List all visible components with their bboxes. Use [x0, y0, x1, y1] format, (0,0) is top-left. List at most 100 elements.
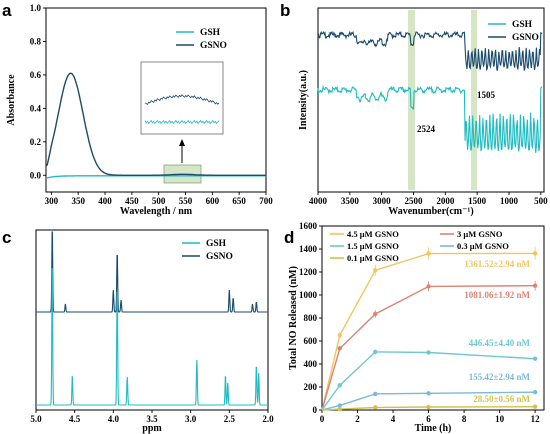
data-point — [337, 406, 342, 412]
panel-a-legend-gsh: GSH — [200, 28, 221, 38]
data-point — [337, 403, 342, 408]
series-gsh — [36, 268, 268, 406]
panel-a-lines — [46, 72, 266, 179]
panel-d: d 0 2 4 6 8 10 12 0 200 400 600 800 1000 1200 1400 1600… — [284, 221, 545, 434]
panel-b-xtick-label: 3000 — [373, 196, 392, 206]
panel-b-legend-gsno: GSNO — [512, 33, 539, 43]
annotation-0-1: 28.50±0.56 nM — [473, 394, 530, 404]
data-point — [532, 389, 538, 395]
panel-c-xtick-label: 4.0 — [108, 414, 120, 424]
series-gsno — [36, 231, 268, 313]
annotation-3: 1081.06±1.92 nM — [464, 290, 530, 300]
data-point — [337, 333, 342, 338]
series-gsno — [46, 72, 266, 176]
panel-b-xtick-label: 4000 — [309, 196, 328, 206]
panel-b-xtick-label: 2000 — [436, 196, 455, 206]
panel-d-legend: 4.5 μM GSNO 3 μM GSNO 1.5 μM GSNO 0.3 μM… — [330, 229, 509, 263]
panel-c-legend-gsh: GSH — [206, 239, 227, 249]
panel-c-letter: c — [2, 228, 11, 247]
data-point — [426, 404, 431, 410]
panel-a-xtick-label: 650 — [232, 196, 246, 206]
panel-c-xtick-label: 4.5 — [69, 414, 81, 424]
data-point — [337, 346, 342, 351]
annotation-1-5: 446.45±4.40 nM — [469, 338, 531, 348]
panel-b-letter: b — [280, 1, 290, 20]
panel-a-ytick-label: 0.4 — [30, 103, 42, 113]
panel-d-xtick-label: 6 — [426, 414, 431, 424]
panel-d-ytick-label: 1600 — [299, 221, 318, 231]
panel-b-ylabel: Intensity(a.u.) — [298, 70, 309, 130]
panel-b-band-2524 — [408, 10, 415, 190]
panel-d-ticks: 0 2 4 6 8 10 12 0 200 400 600 800 1000 1200 1400 1600 — [299, 221, 540, 424]
panel-a-xtick-label: 550 — [179, 196, 193, 206]
panel-a-inset — [140, 61, 224, 135]
panel-a-xtick-label: 400 — [98, 196, 112, 206]
panel-d-xtick-label: 4 — [391, 414, 396, 424]
panel-a-ytick-label: 0.2 — [30, 137, 42, 147]
panel-c-axes — [35, 229, 269, 411]
panel-a-inset-lines — [144, 94, 220, 125]
data-point — [532, 251, 538, 256]
panel-c-xtick-label: 2.5 — [224, 414, 236, 424]
panel-d-letter: d — [284, 228, 294, 247]
data-point — [532, 404, 538, 409]
panel-a-ytick-label: 0.0 — [30, 170, 42, 180]
panel-c-xlabel: ppm — [142, 423, 162, 434]
legend-4-5: 4.5 μM GSNO — [347, 229, 399, 239]
panel-a-ticks: 300 350 400 450 500 550 600 650 700 0.0 0.2 0.4 0.6 0… — [30, 3, 274, 206]
data-point — [373, 268, 378, 273]
panel-c-ticks: 5.0 4.5 4.0 3.5 3.0 2.5 2.0 — [30, 410, 274, 424]
panel-b-xlabel: Wavenumber(cm⁻¹) — [388, 206, 473, 217]
data-point — [373, 391, 378, 397]
panel-b-legend-gsh: GSH — [512, 20, 533, 30]
series-gsh — [317, 85, 543, 153]
panel-b-lines — [317, 30, 543, 153]
panel-a-ylabel: Absorbance — [6, 74, 17, 126]
panel-a-ytick-label: 1.0 — [30, 3, 42, 13]
panel-b-peak-2524: 2524 — [417, 124, 436, 134]
data-point — [532, 356, 538, 361]
data-point — [426, 251, 431, 256]
panel-b-axes — [317, 7, 545, 193]
data-point — [373, 405, 378, 410]
inset-series-gsno — [144, 94, 220, 105]
panel-d-xtick-label: 2 — [355, 414, 360, 424]
panel-b-ticks: 4000 3500 3000 2500 2000 1500 1000 500 — [309, 192, 548, 206]
annotation-4-5: 1361.52±2.94 nM — [464, 259, 530, 269]
legend-0-1: 0.1 μM GSNO — [347, 253, 399, 263]
panel-a-xtick-label: 350 — [71, 196, 85, 206]
panel-b-band-1505 — [471, 10, 477, 190]
panel-d-ytick-label: 400 — [304, 359, 318, 369]
panel-a-axes — [45, 7, 267, 193]
panel-d-xlabel: Time (h) — [415, 423, 452, 434]
panel-d-lines — [321, 247, 538, 412]
panel-c-xtick-label: 3.5 — [146, 414, 158, 424]
panel-a-arrow-icon — [179, 139, 185, 146]
panel-d-ytick-label: 800 — [304, 313, 318, 323]
panel-c-lines — [36, 231, 268, 406]
data-point — [426, 350, 431, 355]
series-line-0 — [321, 252, 536, 411]
panel-d-ytick-label: 200 — [304, 382, 318, 392]
panel-a-legend-gsno: GSNO — [200, 41, 227, 51]
data-point — [426, 284, 431, 289]
panel-b-xtick-label: 500 — [534, 196, 548, 206]
panel-c-xtick-label: 5.0 — [30, 414, 42, 424]
panel-a-xtick-label: 300 — [45, 196, 59, 206]
data-point — [532, 283, 538, 288]
panel-d-ylabel: Total NO Released (nM) — [288, 266, 299, 370]
panel-d-ytick-label: 0 — [313, 405, 318, 415]
panel-a-xtick-label: 700 — [259, 196, 273, 206]
panel-b: b 4000 3500 3000 2500 2000 1500 1000 500 2524 1… — [280, 1, 548, 217]
panel-b-xtick-label: 3500 — [341, 196, 360, 206]
annotation-0-3: 155.42±2.94 nM — [469, 372, 531, 382]
panel-a-xtick-label: 500 — [152, 196, 166, 206]
panel-c-legend-gsno: GSNO — [206, 252, 233, 262]
panel-a-ytick-label: 0.8 — [30, 36, 42, 46]
panel-a-letter: a — [2, 1, 12, 20]
panel-a-xtick-label: 600 — [206, 196, 220, 206]
legend-1-5: 1.5 μM GSNO — [347, 241, 399, 251]
legend-0-3: 0.3 μM GSNO — [457, 241, 509, 251]
series-gsno — [317, 30, 543, 72]
data-point — [337, 383, 342, 388]
